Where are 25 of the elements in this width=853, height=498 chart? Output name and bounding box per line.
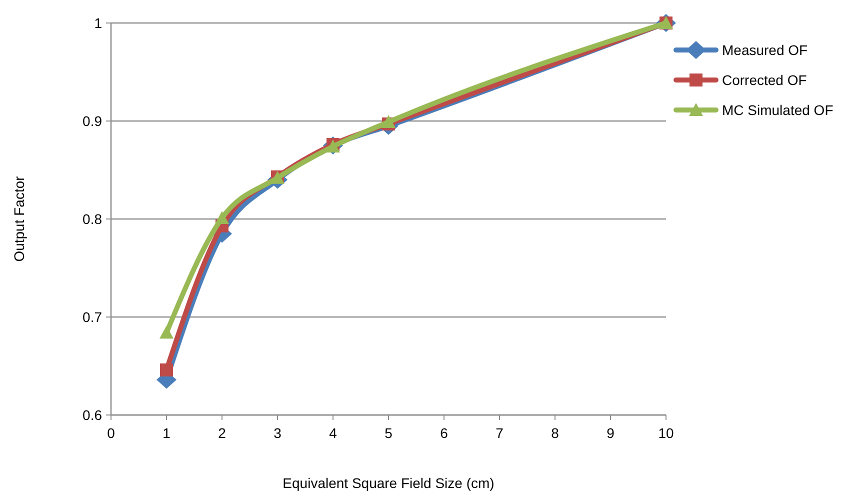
point — [160, 326, 174, 339]
y-tick-label: 0.6 — [82, 406, 102, 423]
y-axis-title: Output Factor — [11, 176, 27, 262]
x-tick-label: 5 — [384, 425, 393, 441]
x-tick-label: 2 — [218, 425, 226, 441]
legend-label: Measured OF — [722, 42, 808, 58]
y-tick-label: 0.8 — [82, 210, 102, 227]
point — [382, 114, 396, 128]
legend-label: Corrected OF — [722, 72, 807, 88]
x-tick-label: 10 — [658, 425, 674, 441]
y-tick-label: 0.7 — [82, 308, 102, 325]
x-tick-label: 7 — [496, 425, 504, 441]
x-tick-label: 6 — [440, 425, 448, 441]
x-tick-label: 3 — [274, 425, 282, 441]
x-axis-title: Equivalent Square Field Size (cm) — [282, 475, 494, 491]
x-tick-label: 0 — [107, 425, 116, 441]
x-tick-label: 4 — [329, 425, 338, 441]
point — [215, 211, 229, 224]
x-tick-label: 9 — [606, 425, 615, 441]
y-tick-label: 0.9 — [82, 112, 102, 129]
legend-label: MC Simulated OF — [722, 102, 834, 118]
x-tick-label: 1 — [162, 425, 171, 441]
point — [160, 363, 173, 376]
y-tick-label: 1 — [94, 14, 102, 31]
x-tick-label: 8 — [551, 425, 560, 441]
